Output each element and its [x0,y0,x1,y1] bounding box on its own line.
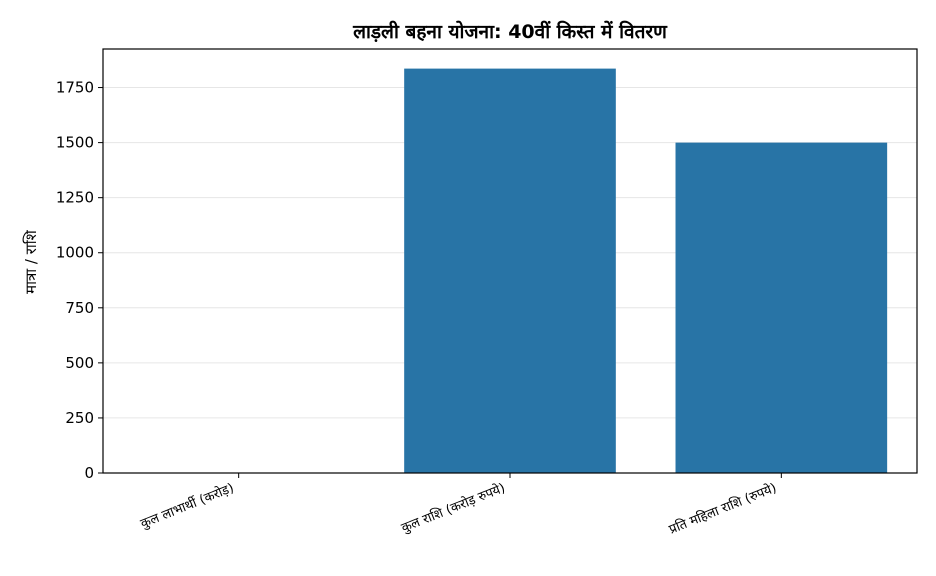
x-tick-label: कुल राशि (करोड़ रुपये) [399,480,508,536]
y-axis-label: मात्रा / राशि [22,229,40,294]
x-tick-label: कुल लाभार्थी (करोड़) [138,480,236,532]
y-tick-label: 1500 [56,134,94,152]
y-tick-label: 1750 [56,79,94,97]
y-tick-label: 750 [65,299,94,317]
bars [133,69,887,473]
y-tick-label: 0 [84,464,94,482]
bar [404,69,616,473]
y-tick-label: 250 [65,409,94,427]
x-tick-label: प्रति महिला राशि (रुपये) [667,480,779,538]
y-tick-label: 500 [65,354,94,372]
bar [676,143,888,473]
y-tick-label: 1000 [56,244,94,262]
y-tick-label: 1250 [56,189,94,207]
chart-title: लाड़ली बहना योजना: 40वीं किस्त में वितरण [352,20,668,43]
